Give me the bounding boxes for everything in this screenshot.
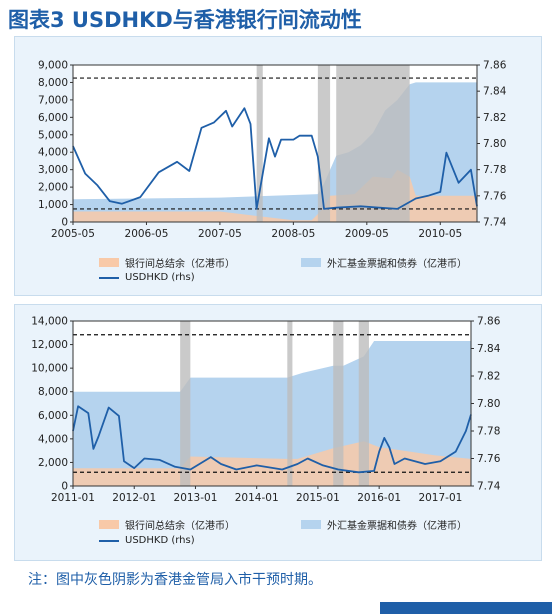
x-tick-label: 2009-05 bbox=[345, 228, 389, 240]
legend-swatch-efbn-2 bbox=[301, 520, 321, 529]
y-left-tick-label: 4,000 bbox=[38, 433, 68, 445]
y-left-tick-label: 3,000 bbox=[38, 164, 68, 176]
y-left-tick-label: 8,000 bbox=[38, 77, 68, 89]
legend-item-balance: 银行间总结余（亿港币） bbox=[99, 255, 235, 270]
legend-item-balance-2: 银行间总结余（亿港币） bbox=[99, 517, 235, 532]
y-right-tick-label: 7.74 bbox=[483, 217, 507, 229]
y-right-tick-label: 7.86 bbox=[483, 60, 507, 72]
line-usdhkd bbox=[72, 405, 472, 474]
y-right-tick-label: 7.78 bbox=[477, 426, 500, 438]
x-tick-label: 2014-01 bbox=[235, 492, 279, 504]
legend-swatch-efbn bbox=[301, 258, 321, 267]
legend-swatch-usdhkd bbox=[99, 276, 119, 279]
y-right-tick-label: 7.80 bbox=[483, 138, 506, 150]
chart-top: 0 1,000 2,000 3,000 4,000 5,000 6,000 7,000 8,00… bbox=[38, 60, 507, 241]
x-tick-label: 2008-05 bbox=[271, 228, 315, 240]
chart-panel-bottom: 0 2,000 4,000 6,000 8,000 10,000 12,000 14,000 7… bbox=[14, 304, 542, 561]
y-left-tick-label: 0 bbox=[61, 481, 68, 493]
decorative-bar bbox=[380, 602, 552, 614]
x-tick-label: 2013-01 bbox=[174, 492, 218, 504]
x-tick-label: 2016-01 bbox=[357, 492, 401, 504]
legend-label-efbn: 外汇基金票据和债券（亿港币） bbox=[327, 259, 467, 270]
x-tick-label: 2012-01 bbox=[112, 492, 156, 504]
x-tick-label: 2005-05 bbox=[51, 228, 95, 240]
x-tick-label: 2015-01 bbox=[296, 492, 340, 504]
intervention-shade bbox=[333, 321, 344, 486]
y-right-tick-label: 7.80 bbox=[477, 398, 500, 410]
intervention-shade bbox=[358, 321, 369, 486]
intervention-shade bbox=[336, 65, 410, 222]
legend-item-efbn-2: 外汇基金票据和债券（亿港币） bbox=[301, 517, 467, 532]
area-balance bbox=[73, 441, 471, 486]
y-left-tick-label: 7,000 bbox=[38, 94, 68, 106]
figure-title: 图表3 USDHKD与香港银行间流动性 bbox=[8, 8, 362, 32]
y-right-tick-label: 7.76 bbox=[477, 453, 501, 465]
y-right-tick-label: 7.74 bbox=[477, 481, 501, 493]
y-left-tick-label: 10,000 bbox=[31, 363, 68, 375]
x-tick-label: 2007-05 bbox=[198, 228, 242, 240]
legend-swatch-balance bbox=[99, 258, 119, 267]
y-left-tick-label: 6,000 bbox=[38, 410, 68, 422]
chart-panel-top: 0 1,000 2,000 3,000 4,000 5,000 6,000 7,000 8,00… bbox=[14, 36, 542, 296]
line-usdhkd bbox=[72, 107, 478, 210]
legend-swatch-usdhkd-2 bbox=[99, 539, 119, 542]
y-left-tick-label: 6,000 bbox=[38, 112, 68, 124]
y-left-tick-label: 0 bbox=[61, 217, 68, 229]
y-left-tick-label: 12,000 bbox=[31, 339, 68, 351]
legend-label-usdhkd-2: USDHKD (rhs) bbox=[125, 535, 195, 546]
y-left-tick-label: 4,000 bbox=[38, 147, 68, 159]
x-tick-label: 2017-01 bbox=[418, 492, 462, 504]
legend-item-efbn: 外汇基金票据和债券（亿港币） bbox=[301, 255, 467, 270]
y-left-tick-label: 9,000 bbox=[38, 60, 68, 72]
chart-bottom: 0 2,000 4,000 6,000 8,000 10,000 12,000 14,000 7… bbox=[31, 316, 501, 505]
y-right-tick-label: 7.86 bbox=[477, 316, 501, 328]
intervention-shade bbox=[287, 321, 293, 486]
y-left-tick-label: 2,000 bbox=[38, 457, 68, 469]
x-tick-label: 2011-01 bbox=[51, 492, 95, 504]
x-tick-label: 2006-05 bbox=[125, 228, 169, 240]
x-tick-label: 2010-05 bbox=[418, 228, 462, 240]
y-right-tick-label: 7.84 bbox=[477, 343, 501, 355]
y-left-tick-label: 14,000 bbox=[31, 316, 68, 328]
y-left-tick-label: 2,000 bbox=[38, 182, 68, 194]
y-right-tick-label: 7.82 bbox=[477, 371, 500, 383]
y-right-tick-label: 7.78 bbox=[483, 164, 506, 176]
y-left-tick-label: 1,000 bbox=[38, 199, 68, 211]
legend-item-usdhkd: USDHKD (rhs) bbox=[99, 272, 195, 283]
y-left-tick-label: 8,000 bbox=[38, 386, 68, 398]
legend-item-usdhkd-2: USDHKD (rhs) bbox=[99, 535, 195, 546]
y-right-tick-label: 7.76 bbox=[483, 190, 507, 202]
y-right-tick-label: 7.82 bbox=[483, 112, 506, 124]
footnote: 注：图中灰色阴影为香港金管局入市干预时期。 bbox=[28, 572, 322, 588]
legend-label-balance-2: 银行间总结余（亿港币） bbox=[125, 521, 235, 532]
legend-label-balance: 银行间总结余（亿港币） bbox=[125, 259, 235, 270]
y-right-tick-label: 7.84 bbox=[483, 86, 507, 98]
intervention-shade bbox=[317, 65, 331, 222]
intervention-shade bbox=[256, 65, 263, 222]
legend-swatch-balance-2 bbox=[99, 520, 119, 529]
intervention-shade bbox=[180, 321, 191, 486]
legend-label-usdhkd: USDHKD (rhs) bbox=[125, 272, 195, 283]
legend-label-efbn-2: 外汇基金票据和债券（亿港币） bbox=[327, 521, 467, 532]
y-left-tick-label: 5,000 bbox=[38, 129, 68, 141]
